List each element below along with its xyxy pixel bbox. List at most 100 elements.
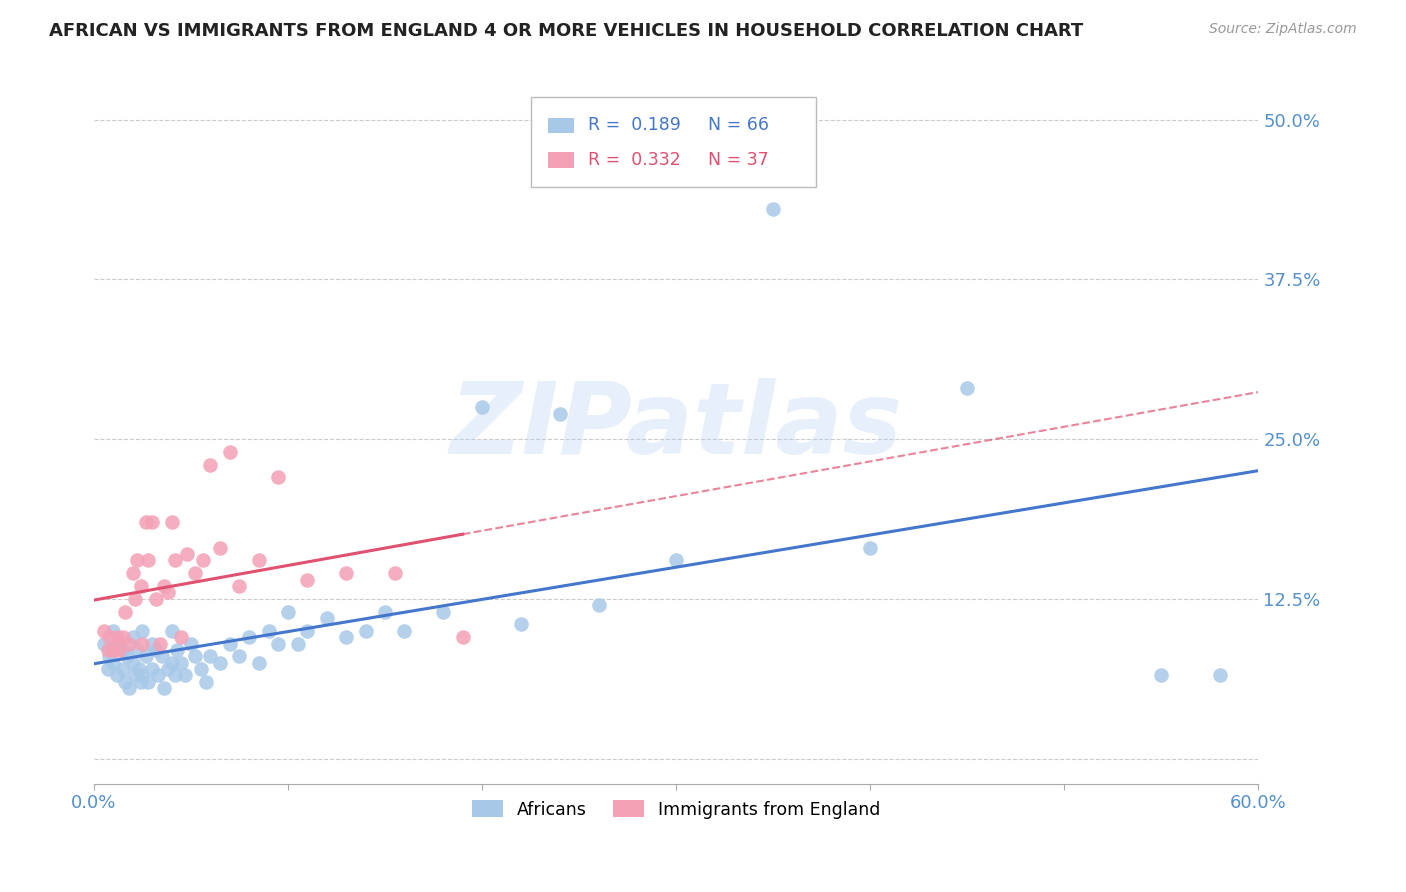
Point bbox=[184, 649, 207, 664]
Point bbox=[156, 585, 179, 599]
Point bbox=[136, 674, 159, 689]
Point bbox=[165, 668, 187, 682]
Point bbox=[105, 668, 128, 682]
Point bbox=[190, 662, 212, 676]
FancyBboxPatch shape bbox=[548, 153, 574, 168]
Point bbox=[277, 605, 299, 619]
Point bbox=[156, 662, 179, 676]
Point bbox=[146, 668, 169, 682]
Point bbox=[267, 470, 290, 484]
Point bbox=[859, 541, 882, 555]
Point bbox=[136, 553, 159, 567]
Point bbox=[153, 681, 176, 696]
Point bbox=[149, 636, 172, 650]
Point bbox=[96, 643, 118, 657]
Point bbox=[665, 553, 688, 567]
Point bbox=[115, 649, 138, 664]
Point bbox=[209, 541, 232, 555]
Point bbox=[195, 674, 218, 689]
Point bbox=[118, 636, 141, 650]
Point bbox=[191, 553, 214, 567]
Point bbox=[218, 445, 240, 459]
Point bbox=[200, 649, 222, 664]
Point bbox=[118, 681, 141, 696]
Point bbox=[125, 643, 148, 657]
Point bbox=[176, 547, 198, 561]
Text: N = 37: N = 37 bbox=[707, 151, 769, 169]
Point bbox=[121, 630, 143, 644]
Point bbox=[124, 591, 146, 606]
Point bbox=[184, 566, 207, 581]
Point bbox=[129, 579, 152, 593]
Point bbox=[103, 624, 125, 638]
Point bbox=[98, 630, 121, 644]
Point bbox=[108, 643, 131, 657]
Point bbox=[131, 624, 153, 638]
Point bbox=[108, 636, 131, 650]
Point bbox=[114, 605, 136, 619]
FancyBboxPatch shape bbox=[548, 118, 574, 133]
Point bbox=[432, 605, 454, 619]
Point bbox=[174, 668, 197, 682]
Text: R =  0.332: R = 0.332 bbox=[588, 151, 681, 169]
Point bbox=[1208, 668, 1230, 682]
Point bbox=[128, 662, 150, 676]
Point bbox=[510, 617, 533, 632]
Point bbox=[103, 643, 125, 657]
Point bbox=[166, 643, 188, 657]
Point bbox=[145, 643, 167, 657]
Point bbox=[548, 407, 571, 421]
Point bbox=[131, 636, 153, 650]
Point bbox=[121, 656, 143, 670]
Point bbox=[103, 656, 125, 670]
Point bbox=[131, 668, 153, 682]
Point bbox=[335, 630, 357, 644]
Point bbox=[228, 649, 250, 664]
Point bbox=[180, 636, 202, 650]
Point bbox=[150, 649, 173, 664]
Point bbox=[200, 458, 222, 472]
Point bbox=[297, 624, 319, 638]
Point bbox=[297, 573, 319, 587]
Point bbox=[1150, 668, 1173, 682]
Text: Source: ZipAtlas.com: Source: ZipAtlas.com bbox=[1209, 22, 1357, 37]
Point bbox=[105, 630, 128, 644]
Point bbox=[335, 566, 357, 581]
Text: AFRICAN VS IMMIGRANTS FROM ENGLAND 4 OR MORE VEHICLES IN HOUSEHOLD CORRELATION C: AFRICAN VS IMMIGRANTS FROM ENGLAND 4 OR … bbox=[49, 22, 1084, 40]
Point bbox=[471, 400, 494, 414]
Point bbox=[112, 630, 135, 644]
Point bbox=[141, 662, 163, 676]
Point bbox=[209, 656, 232, 670]
Point bbox=[153, 579, 176, 593]
Point bbox=[384, 566, 406, 581]
Point bbox=[228, 579, 250, 593]
Point bbox=[354, 624, 377, 638]
Point bbox=[588, 598, 610, 612]
Point bbox=[315, 611, 337, 625]
Point bbox=[124, 668, 146, 682]
Point bbox=[112, 662, 135, 676]
Point bbox=[96, 662, 118, 676]
Point bbox=[762, 202, 785, 216]
Point bbox=[93, 636, 115, 650]
Text: ZIPatlas: ZIPatlas bbox=[450, 378, 903, 475]
Point bbox=[129, 674, 152, 689]
Point bbox=[394, 624, 416, 638]
Point bbox=[451, 630, 474, 644]
Point bbox=[956, 381, 979, 395]
Point bbox=[170, 656, 193, 670]
Point bbox=[93, 624, 115, 638]
Point bbox=[135, 649, 157, 664]
Point bbox=[247, 656, 270, 670]
Point bbox=[160, 656, 183, 670]
Point bbox=[114, 674, 136, 689]
Point bbox=[145, 591, 167, 606]
Point bbox=[112, 643, 135, 657]
Point bbox=[170, 630, 193, 644]
Point bbox=[125, 553, 148, 567]
Point bbox=[247, 553, 270, 567]
Point bbox=[257, 624, 280, 638]
Point bbox=[98, 649, 121, 664]
Point bbox=[165, 553, 187, 567]
Point bbox=[287, 636, 309, 650]
